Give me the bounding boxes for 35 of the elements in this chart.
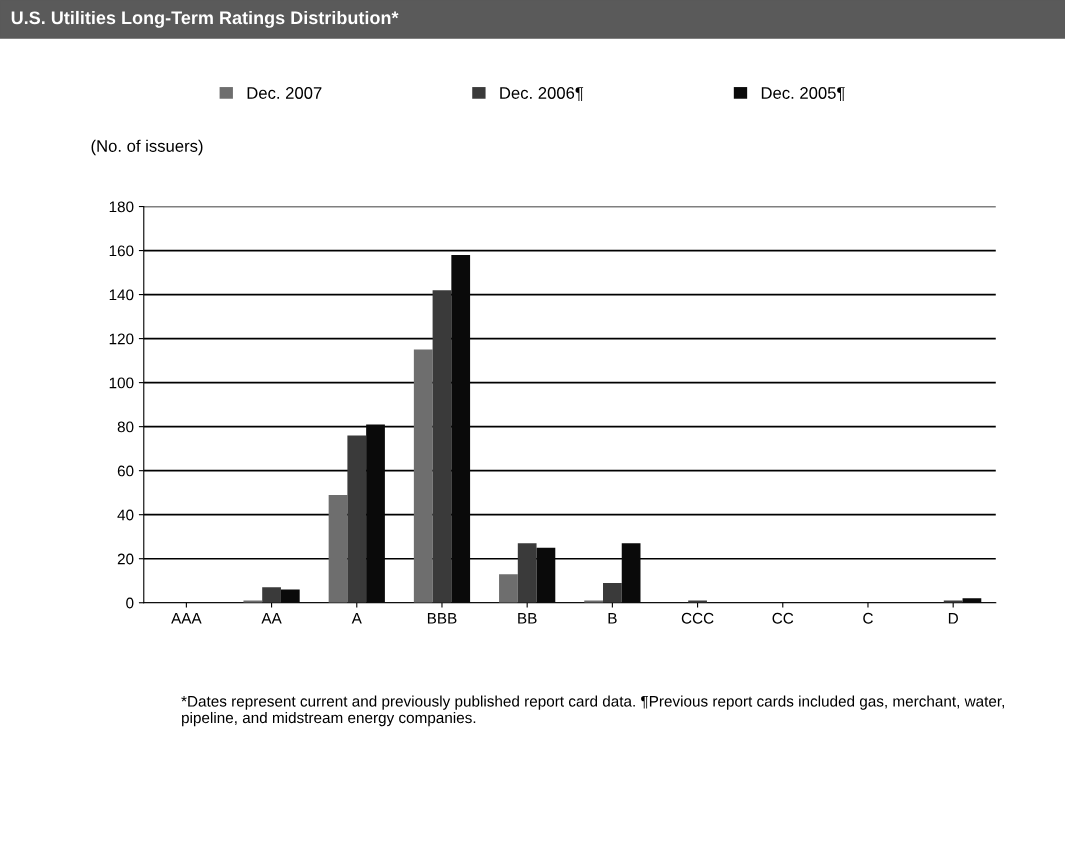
x-tick-label: AAA xyxy=(171,613,202,624)
bar xyxy=(280,589,300,603)
text: *Dates represent current and previously published report card data. ¶Previous report cards included gas, merchant, water, pipeline, and midstream energy companies. xyxy=(181,695,1004,727)
x-tick-label: CCC xyxy=(681,612,714,624)
x-tick-label: D xyxy=(948,613,958,624)
bar xyxy=(328,494,348,603)
x-tick-label: C xyxy=(863,612,873,624)
y-tick-label: 60 xyxy=(117,465,134,477)
y-tick-label: 100 xyxy=(109,377,134,389)
y-tick-label: 140 xyxy=(109,289,134,301)
legend-label: Dec. 2006¶ xyxy=(500,87,584,101)
y-tick-label: 160 xyxy=(109,245,134,257)
chart-title: U.S. Utilities Long-Term Ratings Distribution* xyxy=(11,10,399,28)
bar xyxy=(262,587,281,603)
bar xyxy=(499,574,518,603)
x-tick-label: BBB xyxy=(427,613,457,624)
y-tick-label: 40 xyxy=(117,509,134,521)
x-tick-label: AA xyxy=(261,613,282,624)
y-tick-label: 0 xyxy=(126,597,134,609)
bar xyxy=(603,582,622,603)
y-tick-label: 20 xyxy=(117,553,134,565)
y-tick-label: 120 xyxy=(109,333,134,345)
x-tick-label: B xyxy=(608,613,617,624)
bar xyxy=(413,349,433,603)
legend-label: Dec. 2005¶ xyxy=(761,87,845,101)
legend-label: Dec. 2007 xyxy=(247,87,322,99)
x-tick-label: CC xyxy=(772,612,794,624)
y-tick-label: 180 xyxy=(109,201,134,213)
bar xyxy=(347,435,367,603)
bar xyxy=(517,543,537,603)
bar xyxy=(432,290,452,603)
x-tick-label: A xyxy=(351,613,362,624)
y-tick-label: 80 xyxy=(117,421,134,433)
y-axis-title: (No. of issuers) xyxy=(91,139,203,156)
x-tick-label: BB xyxy=(518,613,537,624)
